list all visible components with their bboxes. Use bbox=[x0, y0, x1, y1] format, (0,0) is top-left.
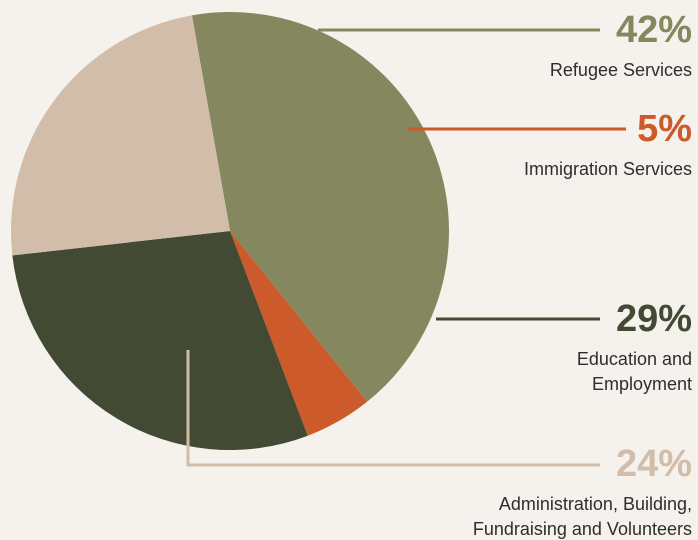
slice-label-3-line-2: Employment bbox=[592, 374, 692, 394]
slice-percentage-1: 42% bbox=[616, 9, 692, 51]
leader-line-4 bbox=[186, 350, 600, 467]
slice-label-4-line-1: Administration, Building, bbox=[499, 494, 692, 514]
pie-slices bbox=[10, 12, 450, 451]
slice-percentage-3: 29% bbox=[616, 298, 692, 340]
slice-label-4-line-2: Fundraising and Volunteers bbox=[473, 519, 692, 539]
pie-slice-1 bbox=[191, 12, 450, 402]
slice-label-3-line-1: Education and bbox=[577, 349, 692, 369]
slice-labels: 42% Refugee Services 5% Immigration Service… bbox=[473, 9, 692, 539]
pie-slice-3 bbox=[12, 231, 308, 451]
slice-label-1-line-1: Refugee Services bbox=[550, 60, 692, 80]
pie-slice-2 bbox=[230, 231, 368, 436]
slice-label-2-line-1: Immigration Services bbox=[524, 159, 692, 179]
slice-percentage-2: 5% bbox=[637, 108, 692, 150]
slice-percentage-4: 24% bbox=[616, 443, 692, 485]
leader-lines bbox=[186, 28, 626, 467]
pie-slice-4 bbox=[10, 15, 230, 256]
